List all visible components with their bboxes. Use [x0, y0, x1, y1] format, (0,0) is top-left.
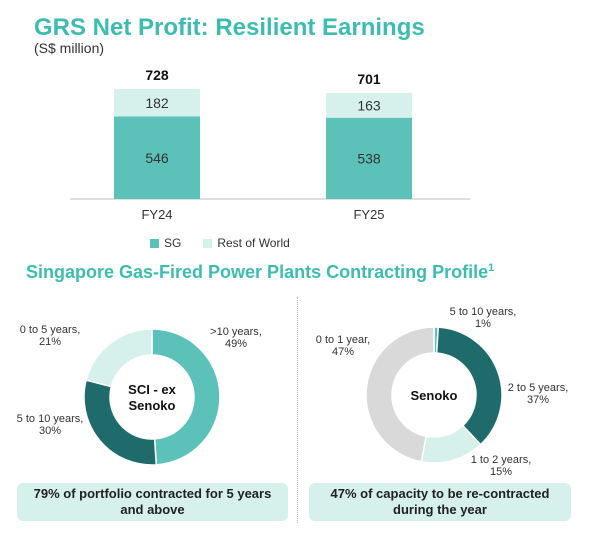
donut-slice-0 — [151, 328, 221, 466]
bar-rest-of-world-fy25 — [326, 93, 412, 118]
legend-item-sg: SG — [150, 236, 181, 250]
bar-value-sg-fy25: 538 — [357, 150, 381, 166]
portfolio-contracted-note: 79% of portfolio contracted for 5 years … — [17, 483, 288, 521]
donut-slice-3 — [365, 326, 435, 463]
legend-swatch-sg — [150, 238, 159, 248]
donut-label-0: >10 years, 49% — [210, 326, 262, 350]
bar-total-fy25: 701 — [357, 71, 381, 87]
donut-label-1: 2 to 5 years, 37% — [508, 382, 569, 406]
legend-label-rest-of-world: Rest of World — [217, 236, 290, 250]
legend-label-sg: SG — [164, 236, 182, 250]
sci-ex-senoko-donut-chart: >10 years, 49% 5 to 10 years, 30% 0 to 5 yea… — [17, 324, 262, 466]
net-profit-bar-chart: 546 182 728 FY24 538 163 701 FY25 — [70, 67, 470, 222]
panel-divider — [297, 297, 298, 523]
x-tick-fy24: FY24 — [141, 207, 172, 222]
donut-label-0: 5 to 10 years, 1% — [450, 306, 517, 330]
recontract-note: 47% of capacity to be re-contracted duri… — [309, 483, 571, 521]
unit-subtitle: (S$ million) — [34, 40, 105, 56]
donut-slice-1 — [435, 326, 503, 446]
legend-item-rest-of-world: Rest of World — [203, 236, 290, 250]
donut-center-label: SCI - ex Senoko — [128, 382, 176, 413]
donut-label-2: 1 to 2 years, 15% — [471, 454, 532, 478]
bar-value-sg-fy24: 546 — [145, 150, 169, 166]
bar-value-rest-of-world-fy24: 182 — [145, 95, 169, 111]
bar-legend: SG Rest of World — [150, 236, 290, 250]
senoko-donut-chart: 5 to 10 years, 1% 2 to 5 years, 37% 1 to 2 y… — [316, 306, 569, 478]
donut-slice-2 — [85, 328, 153, 388]
bar-sg-fy24 — [114, 116, 200, 199]
donut-label-2: 0 to 5 years, 21% — [20, 324, 81, 348]
footnote-marker: 1 — [488, 262, 495, 274]
donut-label-3: 0 to 1 year, 47% — [316, 334, 370, 358]
section-title-text: Singapore Gas-Fired Power Plants Contrac… — [26, 262, 489, 282]
x-tick-fy25: FY25 — [353, 207, 384, 222]
bar-total-fy24: 728 — [145, 67, 169, 83]
bar-rest-of-world-fy24 — [114, 89, 200, 117]
donut-center-label: Senoko — [411, 388, 458, 403]
bar-sg-fy25 — [326, 117, 412, 199]
page-title: GRS Net Profit: Resilient Earnings — [34, 14, 425, 41]
legend-swatch-rest-of-world — [203, 238, 213, 248]
bar-value-rest-of-world-fy25: 163 — [357, 97, 381, 113]
donut-label-1: 5 to 10 years, 30% — [17, 413, 84, 437]
section-title: Singapore Gas-Fired Power Plants Contrac… — [26, 262, 494, 283]
